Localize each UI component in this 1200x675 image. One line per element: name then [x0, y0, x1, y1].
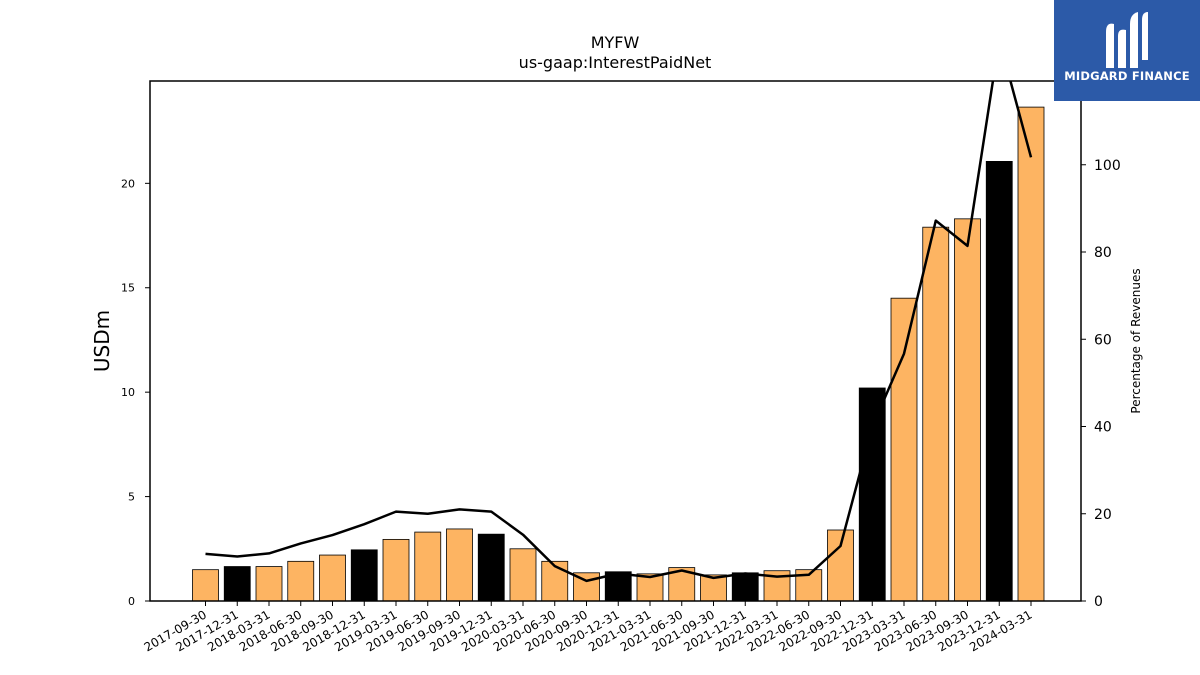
right-tick-label: 40: [1094, 420, 1112, 436]
bar: [223, 566, 251, 602]
bar: [731, 572, 759, 602]
bar: [922, 226, 950, 602]
bar: [477, 533, 505, 602]
logo-text: MIDGARD FINANCE: [1064, 69, 1190, 83]
bar: [1017, 106, 1045, 602]
right-axis-label: Percentage of Revenues: [1129, 268, 1143, 413]
bar: [414, 531, 442, 602]
midgard-finance-logo: MIDGARD FINANCE: [1054, 0, 1200, 101]
left-axis-label: USDm: [90, 310, 114, 372]
left-tick-label: 0: [128, 595, 135, 608]
bar: [858, 387, 886, 602]
bar: [319, 554, 346, 602]
left-tick-label: 10: [121, 386, 135, 399]
bar: [287, 560, 315, 602]
line-path: [205, 81, 1033, 583]
left-tick-label: 5: [128, 491, 135, 504]
midgard-logo-icon: [1106, 12, 1148, 69]
left-tick-label: 15: [121, 282, 135, 295]
left-tick-label: 20: [121, 177, 135, 190]
chart-subtitle: us-gaap:InterestPaidNet: [519, 53, 712, 72]
bar: [985, 161, 1013, 602]
right-tick-label: 60: [1094, 332, 1112, 348]
right-tick-label: 100: [1094, 158, 1121, 174]
right-tick-label: 20: [1094, 507, 1112, 523]
x-axis: 2017-09-302017-12-312018-03-312018-06-30…: [142, 601, 1035, 654]
bar: [954, 218, 981, 602]
right-tick-label: 80: [1094, 245, 1112, 261]
bar: [446, 528, 473, 602]
bar: [541, 560, 569, 602]
bar: [350, 549, 378, 602]
bar: [509, 548, 537, 602]
bar: [382, 538, 410, 602]
bar: [192, 569, 219, 602]
right-axis: 0 20 40 60 80 100: [1081, 158, 1121, 610]
left-axis: 0 5 10 15 20: [121, 177, 150, 608]
bar: [700, 574, 727, 602]
bar: [890, 297, 918, 602]
bar-series: [192, 106, 1045, 602]
chart-title: MYFW: [591, 33, 640, 52]
plot-frame: [149, 80, 1082, 602]
right-tick-label: 0: [1094, 594, 1103, 610]
revenue-percentage-line: [205, 81, 1033, 583]
bar: [636, 573, 664, 602]
bar: [255, 566, 283, 602]
bar: [827, 529, 854, 602]
